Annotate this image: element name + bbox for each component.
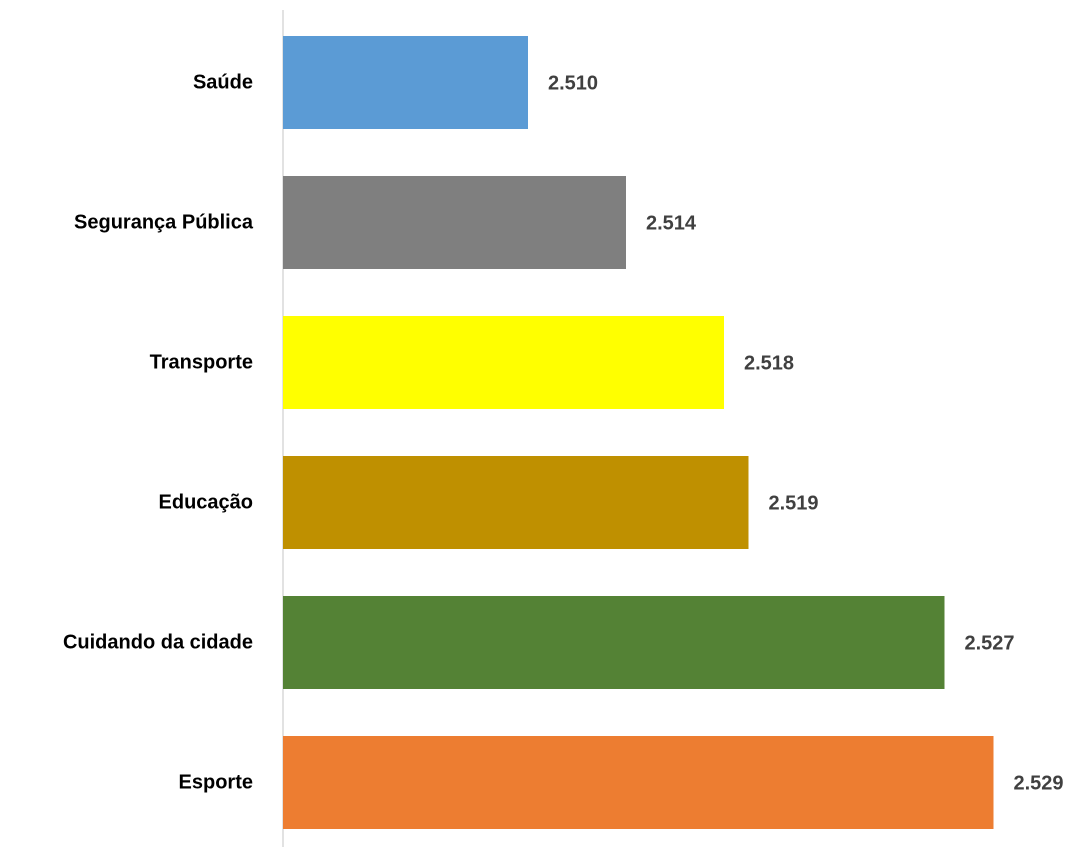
y-tick-label: Transporte: [150, 351, 253, 373]
data-label: 2.527: [965, 632, 1015, 654]
data-label: 2.519: [769, 492, 819, 514]
y-tick-label: Saúde: [193, 71, 253, 93]
bar: [283, 36, 528, 129]
data-label: 2.510: [548, 72, 598, 94]
bar: [283, 456, 749, 549]
y-tick-label: Esporte: [179, 771, 253, 793]
data-label: 2.514: [646, 212, 697, 234]
y-tick-label: Cuidando da cidade: [63, 631, 253, 653]
bar: [283, 596, 945, 689]
bar: [283, 736, 994, 829]
bar: [283, 316, 724, 409]
data-label: 2.529: [1014, 772, 1064, 794]
y-tick-label: Educação: [159, 491, 253, 513]
data-label: 2.518: [744, 352, 794, 374]
y-tick-label: Segurança Pública: [74, 211, 254, 233]
bar: [283, 176, 626, 269]
